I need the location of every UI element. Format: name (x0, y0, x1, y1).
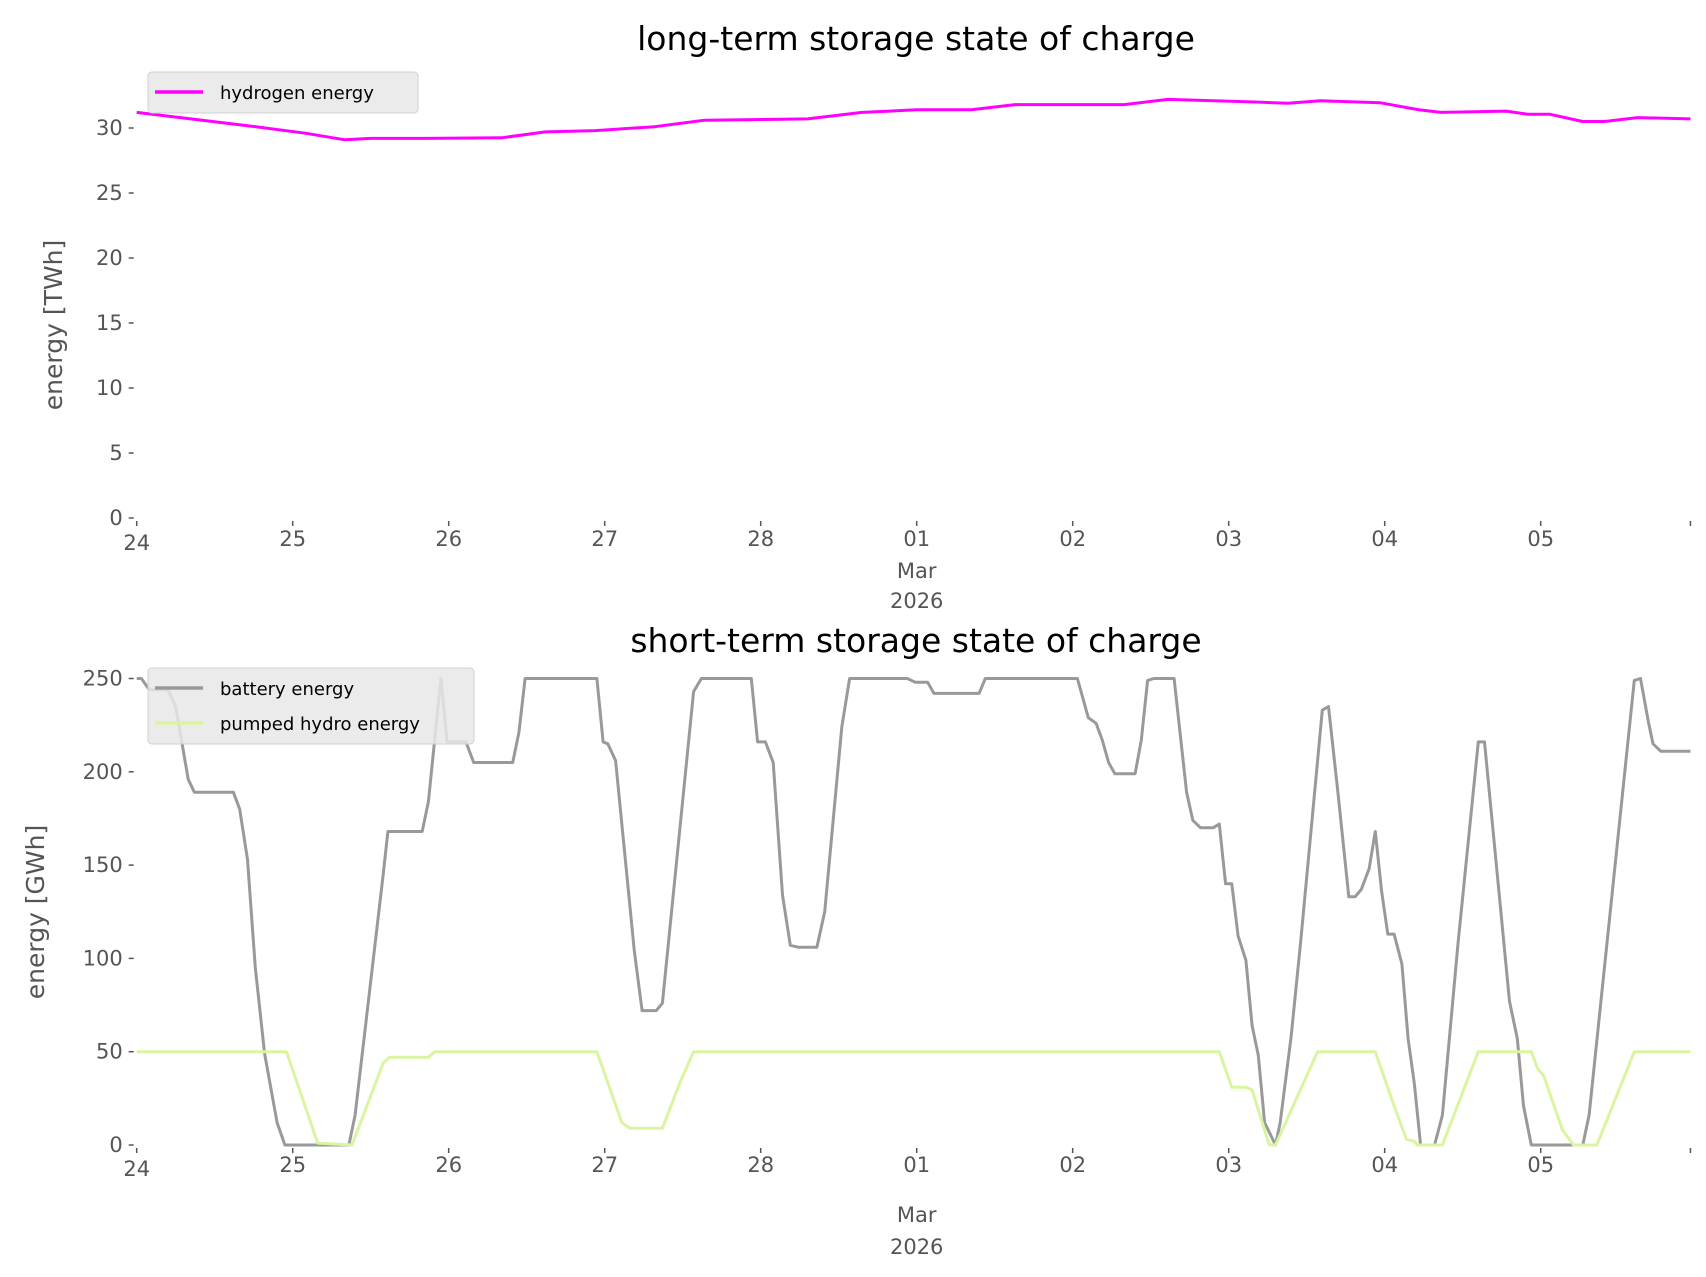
x-tick-label: 05 (1527, 1153, 1554, 1177)
x-tick-label: 01 (903, 1153, 930, 1177)
y-tick-label: 20 (96, 246, 123, 270)
legend-label-hydrogen: hydrogen energy (220, 83, 374, 104)
x-tick-label: 24 (123, 531, 150, 555)
chart-title: long-term storage state of charge (637, 19, 1195, 58)
x-tick-label: 26 (435, 1153, 462, 1177)
y-tick-label: 100 (83, 946, 123, 970)
series-lines (136, 677, 1691, 1147)
x-tick-label: 25 (279, 527, 306, 551)
x-tick-label: 04 (1371, 527, 1398, 551)
y-ticks: 0 50 100 150 200 250 (83, 667, 134, 1157)
x-tick-label: 05 (1527, 527, 1554, 551)
y-tick-label: 250 (83, 667, 123, 691)
x-tick-label: 04 (1371, 1153, 1398, 1177)
x-tick-label: 01 (903, 527, 930, 551)
x-tick-label: 02 (1059, 527, 1086, 551)
x-tick-sublabel: Mar (897, 1203, 937, 1227)
x-tick-sublabel: 2026 (890, 589, 943, 613)
x-ticks: 24 25 26 27 28 01 02 03 04 05 Mar 2026 (123, 1148, 1692, 1259)
y-ticks: 0 5 10 15 20 25 30 (96, 116, 134, 530)
y-tick-label: 10 (96, 376, 123, 400)
legend: battery energy pumped hydro energy (147, 667, 475, 745)
y-axis-label: energy [TWh] (39, 240, 68, 410)
x-tick-label: 24 (123, 1157, 150, 1181)
x-tick-label: 03 (1215, 527, 1242, 551)
chart-title: short-term storage state of charge (630, 621, 1201, 660)
x-tick-sublabel: 2026 (890, 1235, 943, 1259)
series-line-battery-energy (136, 677, 1691, 1147)
legend-label-battery: battery energy (220, 679, 354, 700)
legend: hydrogen energy (147, 71, 419, 114)
short-term-storage-axes: short-term storage state of charge energ… (21, 621, 1692, 1259)
x-tick-label: 02 (1059, 1153, 1086, 1177)
x-tick-label: 27 (591, 1153, 618, 1177)
series-line-pumped-hydro-energy (136, 1050, 1691, 1147)
y-tick-label: 0 (109, 1133, 122, 1157)
y-tick-label: 30 (96, 116, 123, 140)
x-tick-sublabel: Mar (897, 559, 937, 583)
y-tick-label: 15 (96, 311, 123, 335)
y-tick-label: 5 (109, 441, 122, 465)
y-tick-label: 0 (109, 506, 122, 530)
series-line-hydrogen-energy (136, 97, 1691, 142)
x-ticks: 24 25 26 27 28 01 02 03 04 05 Mar 2026 (123, 521, 1692, 613)
x-tick-label: 27 (591, 527, 618, 551)
x-tick-label: 26 (435, 527, 462, 551)
legend-label-pumped-hydro: pumped hydro energy (220, 714, 420, 735)
x-tick-label: 03 (1215, 1153, 1242, 1177)
y-tick-label: 150 (83, 853, 123, 877)
long-term-storage-axes: long-term storage state of charge energy… (39, 19, 1692, 613)
legend-box (147, 71, 419, 114)
x-tick-label: 25 (279, 1153, 306, 1177)
y-axis-label: energy [GWh] (21, 825, 50, 1000)
x-tick-label: 28 (747, 1153, 774, 1177)
y-tick-label: 200 (83, 760, 123, 784)
x-tick-label: 28 (747, 527, 774, 551)
legend-box (147, 667, 475, 745)
y-tick-label: 50 (96, 1040, 123, 1064)
series-lines (136, 97, 1691, 142)
y-tick-label: 25 (96, 181, 123, 205)
